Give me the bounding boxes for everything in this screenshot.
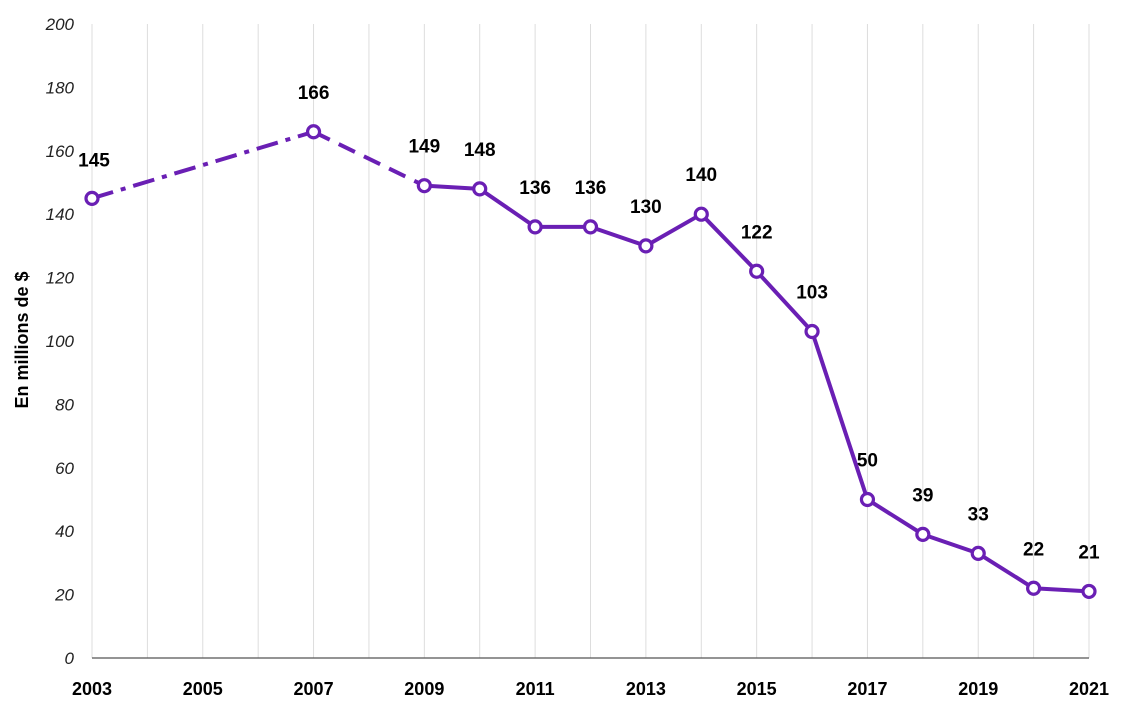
- x-tick-label-2009: 2009: [404, 679, 444, 699]
- x-tick-label-2021: 2021: [1069, 679, 1109, 699]
- data-label-2010: 148: [464, 140, 496, 161]
- data-point-2016: [804, 323, 820, 340]
- vertical-gridlines: [91, 24, 1090, 658]
- data-point-2010: [472, 181, 488, 197]
- x-tick-label-2019: 2019: [958, 679, 998, 699]
- data-point-2015: [749, 263, 765, 279]
- y-axis-label: En millions de $: [12, 271, 32, 408]
- data-point-2009: [416, 178, 432, 194]
- data-label-2009: 149: [408, 137, 440, 158]
- data-point-2003: [84, 190, 100, 206]
- data-label-2018: 39: [912, 485, 933, 506]
- data-point-2011: [527, 219, 543, 235]
- y-axis-tick-labels: 0 20 40 60 80 100 120 140 160 180 200: [45, 15, 75, 668]
- y-tick-label-180: 180: [46, 78, 75, 97]
- y-tick-label-100: 100: [46, 332, 75, 351]
- y-tick-label-20: 20: [54, 586, 74, 605]
- data-label-2011: 136: [519, 178, 551, 199]
- data-point-2017: [859, 491, 876, 508]
- y-tick-label-140: 140: [46, 205, 75, 224]
- x-tick-label-2007: 2007: [294, 679, 334, 699]
- data-label-2007: 166: [298, 83, 330, 104]
- y-tick-label-60: 60: [55, 459, 74, 478]
- data-point-2020: [1026, 580, 1042, 596]
- data-label-2003: 145: [78, 150, 110, 171]
- data-label-2016: 103: [796, 282, 828, 303]
- data-label-2013: 130: [630, 197, 662, 218]
- y-tick-label-200: 200: [45, 15, 75, 34]
- data-point-2014: [693, 206, 709, 222]
- series-markers: [84, 124, 1097, 600]
- data-point-2021: [1081, 583, 1097, 600]
- y-tick-label-40: 40: [55, 522, 74, 541]
- data-label-2020: 22: [1023, 539, 1044, 560]
- y-tick-label-0: 0: [65, 649, 75, 668]
- data-label-2014: 140: [685, 165, 717, 186]
- x-tick-label-2005: 2005: [183, 679, 223, 699]
- data-point-2012: [582, 219, 599, 235]
- data-label-2012: 136: [575, 178, 607, 199]
- x-tick-label-2017: 2017: [847, 679, 887, 699]
- data-label-2017: 50: [857, 451, 878, 472]
- y-tick-label-80: 80: [55, 395, 74, 414]
- x-tick-label-2003: 2003: [72, 679, 112, 699]
- data-label-2021: 21: [1078, 542, 1100, 563]
- data-point-2013: [638, 238, 654, 254]
- x-tick-label-2015: 2015: [737, 679, 777, 699]
- y-tick-label-120: 120: [46, 269, 75, 288]
- x-tick-label-2013: 2013: [626, 679, 666, 699]
- data-label-2019: 33: [968, 504, 989, 525]
- y-tick-label-160: 160: [46, 142, 75, 161]
- series-line-dashed-2007-2009: [312, 129, 426, 188]
- x-tick-label-2011: 2011: [516, 679, 555, 699]
- data-point-2007: [305, 124, 322, 140]
- data-labels: 145 166 149 148 136 136 130 140 122 103 50 39 33 22 21: [78, 83, 1100, 564]
- data-point-2019: [970, 545, 986, 561]
- x-axis-tick-labels: 2003 2005 2007 2009 2011 2013 2015 2017 2019 2021: [72, 679, 1109, 699]
- series-line-dashdot-2003-2007: [91, 129, 315, 201]
- data-point-2018: [915, 526, 931, 542]
- data-label-2015: 122: [741, 222, 773, 243]
